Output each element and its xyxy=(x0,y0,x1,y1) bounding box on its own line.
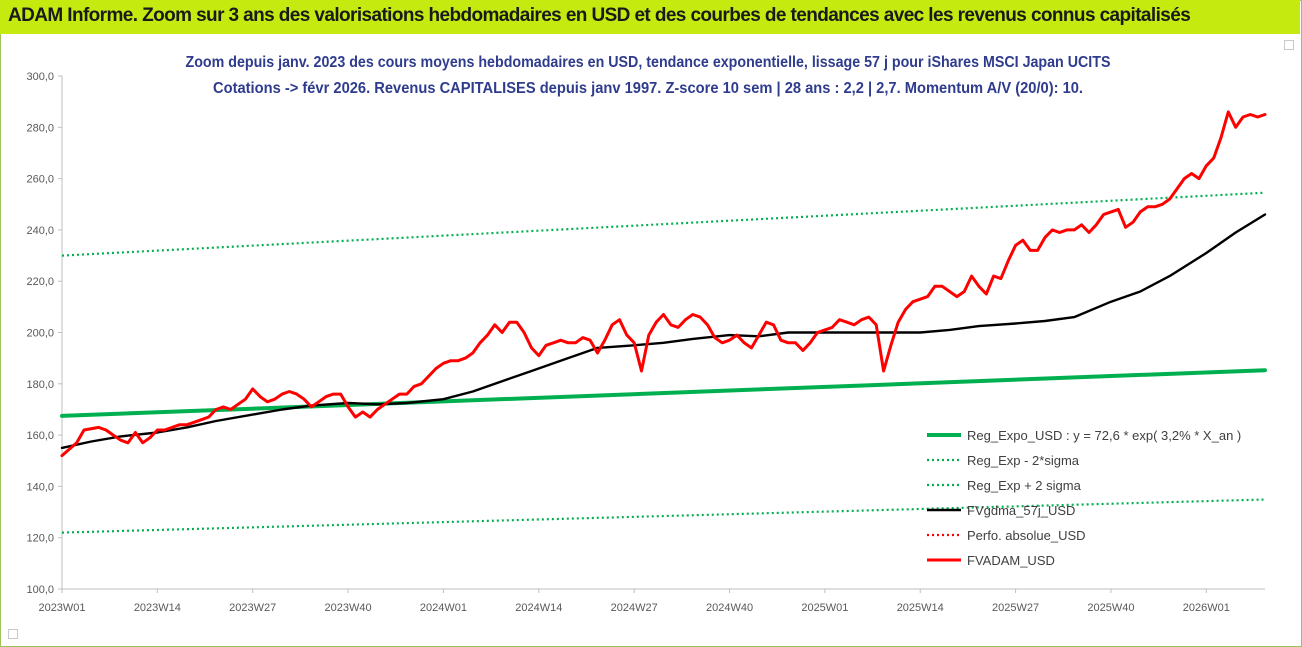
x-tick-label: 2023W01 xyxy=(38,602,85,614)
series-line-5 xyxy=(60,110,1267,458)
y-tick-label: 200,0 xyxy=(26,328,54,340)
legend-label: Reg_Expo_USD : y = 72,6 * exp( 3,2% * X_… xyxy=(967,428,1241,443)
report-banner: ADAM Informe. Zoom sur 3 ans des valoris… xyxy=(0,0,1300,34)
legend-label: Reg_Exp - 2*sigma xyxy=(967,453,1080,468)
y-tick-label: 240,0 xyxy=(26,225,54,237)
series-line-0 xyxy=(60,368,1267,418)
x-tick-label: 2025W27 xyxy=(992,602,1039,614)
x-tick-label: 2025W14 xyxy=(897,602,944,614)
x-tick-label: 2025W01 xyxy=(801,602,848,614)
y-tick-label: 220,0 xyxy=(26,276,54,288)
legend-label: Perfo. absolue_USD xyxy=(967,528,1086,543)
legend-label: Reg_Exp + 2 sigma xyxy=(967,478,1082,493)
series-line-2 xyxy=(61,191,1266,257)
resize-handle[interactable] xyxy=(8,629,18,639)
legend-label: FVgdma_57j_USD xyxy=(967,503,1075,518)
legend-label: FVADAM_USD xyxy=(967,553,1055,568)
y-tick-label: 140,0 xyxy=(26,481,54,493)
x-tick-label: 2024W27 xyxy=(611,602,658,614)
x-tick-label: 2024W14 xyxy=(515,602,562,614)
x-tick-label: 2023W14 xyxy=(134,602,181,614)
y-tick-label: 180,0 xyxy=(26,379,54,391)
y-tick-label: 120,0 xyxy=(26,533,54,545)
series-line-1 xyxy=(61,498,1266,534)
x-tick-label: 2023W27 xyxy=(229,602,276,614)
resize-handle[interactable] xyxy=(1284,40,1294,50)
x-tick-label: 2024W40 xyxy=(706,602,753,614)
y-tick-label: 160,0 xyxy=(26,430,54,442)
y-tick-label: 300,0 xyxy=(26,71,54,83)
series-line-3 xyxy=(60,213,1267,450)
y-tick-label: 100,0 xyxy=(26,584,54,596)
x-tick-label: 2025W40 xyxy=(1087,602,1134,614)
chart-title: Zoom depuis janv. 2023 des cours moyens … xyxy=(186,54,1111,71)
x-tick-label: 2023W40 xyxy=(325,602,372,614)
x-tick-label: 2026W01 xyxy=(1183,602,1230,614)
x-tick-label: 2024W01 xyxy=(420,602,467,614)
report-title: ADAM Informe. Zoom sur 3 ans des valoris… xyxy=(8,5,1191,26)
y-tick-label: 280,0 xyxy=(26,122,54,134)
chart-subtitle: Cotations -> févr 2026. Revenus CAPITALI… xyxy=(213,80,1083,97)
y-tick-label: 260,0 xyxy=(26,174,54,186)
